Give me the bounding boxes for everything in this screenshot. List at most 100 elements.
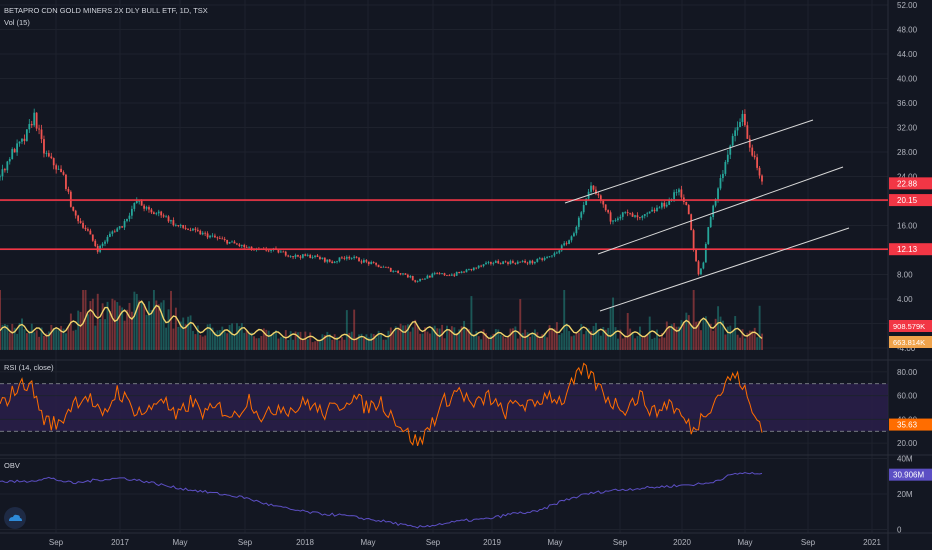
candle-body [363,260,365,263]
candle-body [13,149,16,153]
volume-bar [409,331,412,350]
volume-bar [680,320,683,350]
candle-body [380,267,382,268]
volume-bar [23,329,26,350]
volume-bar [511,328,514,350]
candle-body [619,216,622,219]
candle-body [419,278,421,281]
volume-bar [236,323,238,350]
candle-body [573,233,575,237]
volume-bar [265,329,268,350]
candle-body [309,255,312,258]
volume-bar [673,323,676,350]
volume-bar [538,338,541,350]
volume-bar [416,326,419,350]
candle-body [345,256,348,259]
volume-bar [685,312,688,350]
candle-body [758,167,761,176]
candle-body [739,122,741,128]
candle-body [333,261,336,263]
volume-bar [643,335,646,350]
volume-bar [328,334,331,350]
candle-body [558,250,561,253]
candle-body [424,278,426,280]
volume-bar [636,336,639,350]
candle-body [211,235,214,237]
candle-body [490,262,492,264]
volume-bar [726,326,729,350]
candle-body [377,264,380,268]
volume-bar [634,338,636,350]
price-axis-tick: 32.00 [897,124,918,133]
volume-bar [490,335,492,350]
volume-bar [502,336,505,350]
volume-bar [214,332,216,350]
volume-bar [57,330,60,350]
candle-body [148,207,150,210]
volume-bar [189,315,192,350]
candle-body [690,214,693,231]
candle-body [118,226,121,229]
obv-value-label: 30.906M [893,471,924,480]
candle-body [343,257,346,259]
candle-body [223,238,226,240]
candle-body [519,261,522,263]
candle-body [524,260,526,263]
candle-body [638,217,641,219]
candle-body [358,257,360,262]
time-axis-tick: 2017 [111,538,129,547]
volume-bar [233,334,236,350]
volume-bar [526,332,529,350]
volume-bar [480,339,483,350]
candle-body [226,239,229,244]
candle-body [1,169,4,177]
candle-body [133,202,136,209]
candle-body [165,216,167,218]
candle-body [428,275,431,278]
volume-bar [475,330,478,350]
candle-body [448,275,451,277]
volume-bar [463,320,466,350]
volume-bar [109,311,111,350]
candle-body [541,258,544,260]
candle-body [656,207,658,212]
price-axis-tick: 24.00 [897,173,918,182]
volume-bar [494,329,497,350]
candle-body [565,243,568,245]
volume-bar [604,329,607,350]
volume-bar [609,307,612,350]
volume-bar [441,324,444,350]
candle-body [182,225,185,228]
volume-bar [275,330,277,350]
candle-body [509,261,512,264]
volume-bar [336,336,339,350]
volume-bar [524,329,527,350]
candle-body [394,270,397,272]
volume-bar [468,329,470,350]
candle-body [89,230,92,235]
candle-body [279,251,282,253]
candle-body [751,147,754,156]
volume-bar [431,327,434,350]
volume-bar [568,331,571,350]
volume-bar [179,321,182,350]
candle-body [687,205,690,215]
volume-bar [16,333,19,350]
candle-body [707,227,710,244]
volume-bar [682,322,685,350]
volume-bar [216,330,219,350]
candle-body [84,227,87,230]
volume-bar [363,338,365,350]
volume-bar [702,319,705,350]
volume-bar [744,338,746,350]
volume-bar [497,329,500,350]
volume-bar [619,329,622,350]
volume-bar [365,334,368,350]
tradingview-logo-icon[interactable] [4,507,26,529]
volume-bar [641,337,644,350]
volume-bar [761,333,763,350]
candle-body [402,273,404,275]
volume-bar [321,334,324,350]
candle-body [734,130,737,137]
